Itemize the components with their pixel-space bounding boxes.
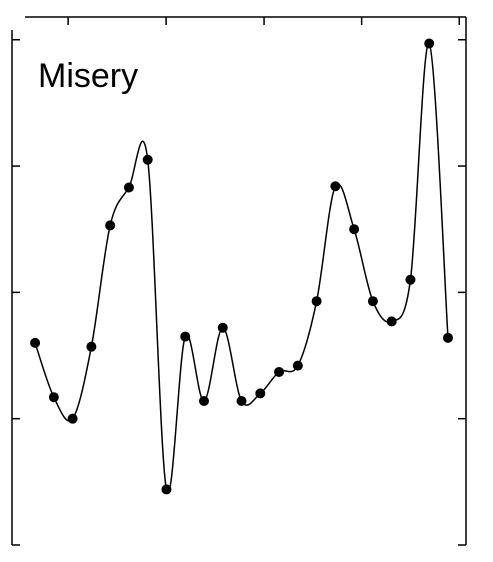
marker	[274, 366, 285, 377]
marker	[405, 274, 416, 285]
marker	[330, 181, 341, 192]
marker	[311, 296, 322, 307]
marker	[292, 360, 303, 371]
marker	[255, 388, 266, 399]
marker	[217, 322, 228, 333]
marker	[86, 341, 97, 352]
marker	[180, 331, 191, 342]
marker	[442, 332, 453, 343]
marker	[142, 154, 153, 165]
marker	[386, 316, 397, 327]
marker	[424, 38, 435, 49]
marker	[198, 396, 209, 406]
marker	[349, 224, 360, 235]
marker	[123, 182, 134, 193]
marker	[67, 413, 78, 424]
marker	[367, 296, 378, 307]
marker	[105, 220, 116, 231]
line	[34, 42, 449, 494]
marker	[236, 396, 247, 406]
marker	[30, 337, 41, 348]
marker	[161, 484, 172, 495]
chart-title: Misery	[38, 57, 138, 95]
marker	[48, 392, 59, 403]
